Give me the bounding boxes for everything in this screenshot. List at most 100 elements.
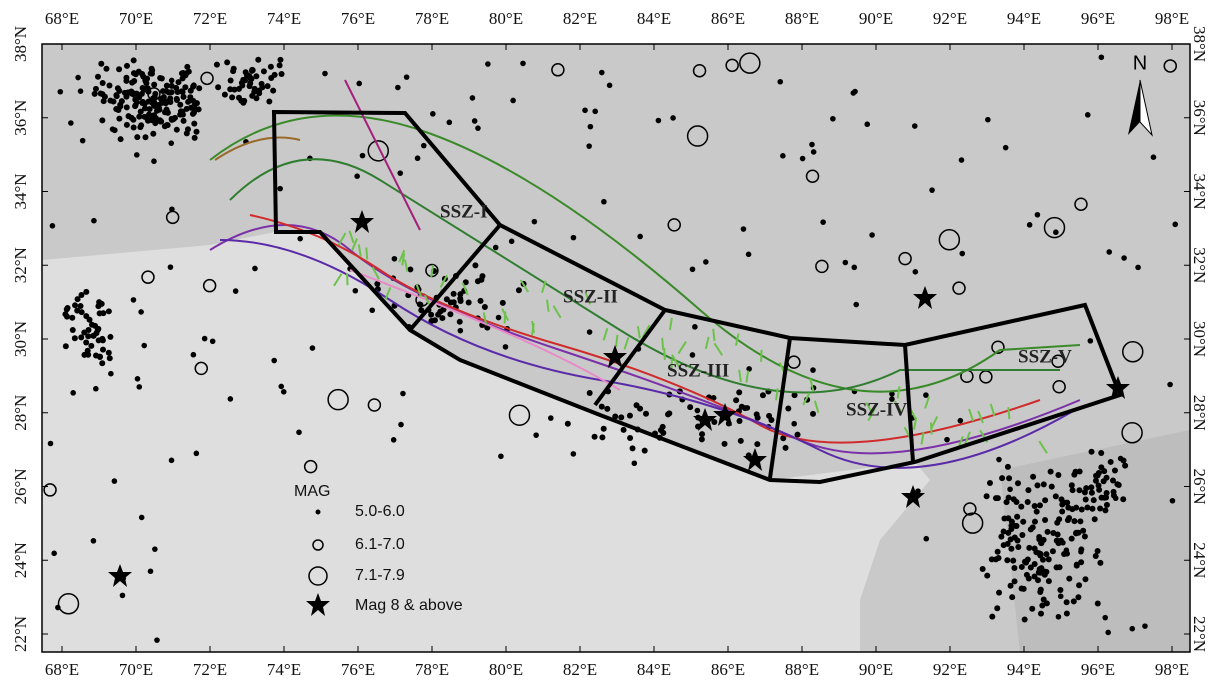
epicenter [780, 153, 786, 159]
epicenter [1060, 540, 1066, 546]
epicenter [810, 367, 816, 373]
epicenter [194, 129, 200, 135]
epicenter [503, 344, 509, 350]
lon-label: 90°E [859, 9, 893, 28]
epicenter [929, 187, 935, 193]
epicenter [228, 78, 234, 84]
epicenter [1108, 459, 1114, 465]
epicenter [496, 315, 502, 321]
epicenter [83, 289, 89, 295]
epicenter [745, 405, 751, 411]
epicenter [99, 91, 105, 97]
epicenter [185, 126, 191, 132]
epicenter [607, 83, 613, 89]
epicenter [987, 480, 993, 486]
epicenter [236, 86, 242, 92]
epicenter [599, 404, 605, 410]
epicenter [151, 112, 157, 118]
epicenter [587, 390, 593, 396]
epicenter [143, 134, 149, 140]
epicenter [1043, 569, 1049, 575]
epicenter [190, 98, 196, 104]
epicenter [643, 411, 649, 417]
epicenter [1074, 562, 1080, 568]
epicenter [1015, 480, 1021, 486]
epicenter [994, 605, 1000, 611]
epicenter [656, 118, 662, 124]
epicenter [1010, 558, 1016, 564]
epicenter [1008, 546, 1014, 552]
lon-label: 76°E [341, 660, 375, 679]
epicenter [97, 354, 103, 360]
epicenter [138, 309, 144, 315]
lat-label: 30°N [11, 321, 30, 357]
epicenter [738, 438, 744, 444]
epicenter [229, 94, 235, 100]
epicenter [1038, 540, 1044, 546]
epicenter [1053, 229, 1059, 235]
epicenter [1044, 600, 1050, 606]
epicenter [83, 313, 89, 319]
epicenter [169, 89, 175, 95]
epicenter [279, 71, 285, 77]
epicenter [241, 98, 247, 104]
epicenter [277, 57, 283, 63]
epicenter [959, 157, 965, 163]
lon-label: 98°E [1155, 660, 1189, 679]
epicenter [242, 77, 248, 83]
lon-label: 70°E [119, 9, 153, 28]
epicenter [1040, 557, 1046, 563]
legend-label: 6.1-7.0 [355, 536, 405, 553]
epicenter [830, 116, 836, 122]
epicenter [151, 158, 157, 164]
epicenter [277, 186, 283, 192]
epicenter [74, 308, 80, 314]
epicenter [174, 127, 180, 133]
epicenter [1071, 598, 1077, 604]
epicenter [210, 338, 216, 344]
epicenter [100, 347, 106, 353]
lon-label: 86°E [711, 660, 745, 679]
lat-label: 26°N [1190, 468, 1209, 504]
epicenter [754, 411, 760, 417]
epicenter [458, 328, 464, 334]
epicenter [996, 457, 1002, 463]
epicenter [478, 298, 484, 304]
epicenter [1037, 551, 1043, 557]
epicenter [101, 98, 107, 104]
lon-label: 74°E [267, 9, 301, 28]
epicenter [169, 458, 175, 464]
epicenter [64, 306, 70, 312]
epicenter [169, 78, 175, 84]
thrust-mark [664, 348, 665, 360]
epicenter [1069, 482, 1075, 488]
epicenter [699, 431, 705, 437]
epicenter [1084, 504, 1090, 510]
epicenter [670, 115, 676, 121]
epicenter [479, 273, 485, 279]
lat-label: 28°N [11, 395, 30, 431]
epicenter [281, 389, 287, 395]
epicenter [1071, 472, 1077, 478]
epicenter [96, 337, 102, 343]
epicenter [989, 614, 995, 620]
epicenter [78, 88, 84, 94]
lon-label: 92°E [933, 9, 967, 28]
lon-label: 88°E [785, 9, 819, 28]
legend-label: Mag 8 & above [355, 597, 463, 614]
epicenter [1001, 516, 1007, 522]
epicenter [736, 389, 742, 395]
epicenter [93, 86, 99, 92]
epicenter [1083, 496, 1089, 502]
epicenter [135, 376, 141, 382]
lon-label: 76°E [341, 9, 375, 28]
epicenter [1083, 485, 1089, 491]
epicenter [99, 360, 105, 366]
lon-label: 70°E [119, 660, 153, 679]
epicenter [466, 300, 472, 306]
lon-label: 82°E [563, 660, 597, 679]
epicenter [132, 97, 138, 103]
lon-label: 80°E [489, 9, 523, 28]
epicenter [1098, 464, 1104, 470]
epicenter [272, 72, 278, 78]
